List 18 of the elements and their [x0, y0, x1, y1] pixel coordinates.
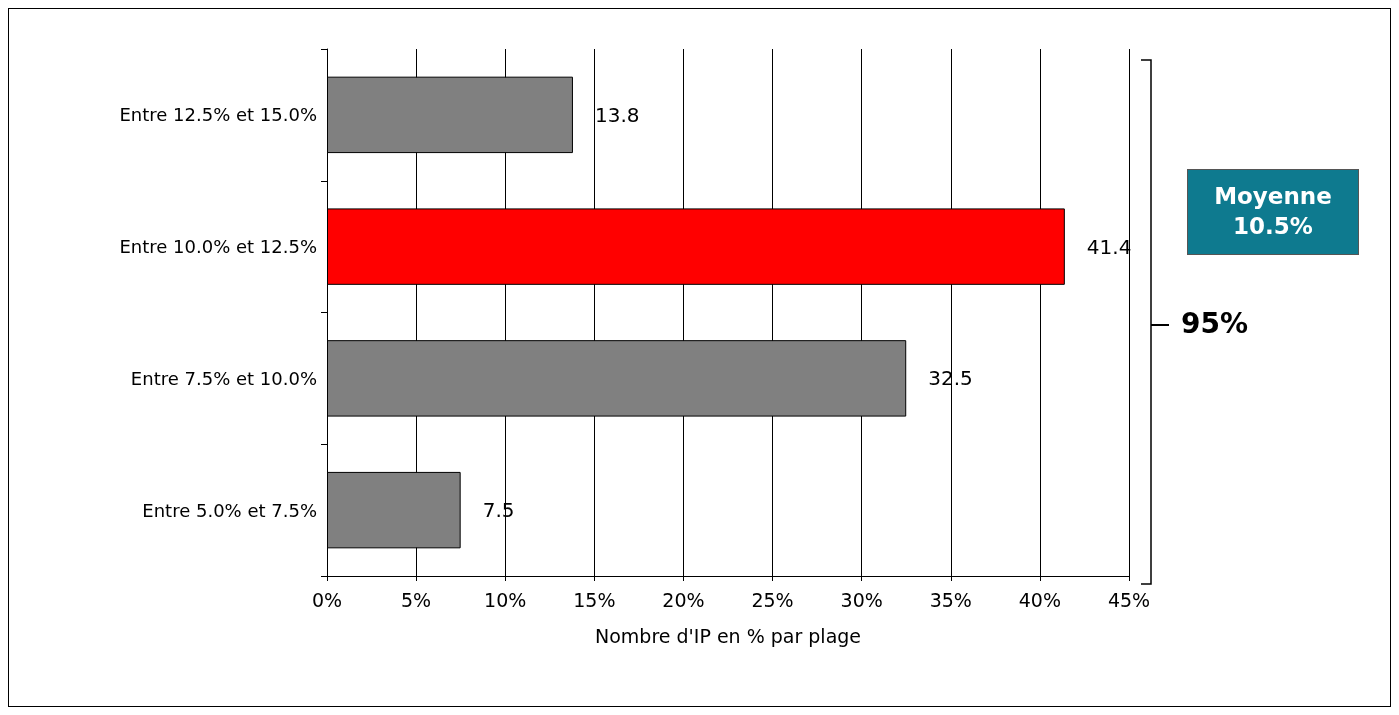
x-tick-label: 10%	[484, 588, 527, 611]
y-tick-label: Entre 5.0% et 7.5%	[142, 499, 317, 521]
x-tick-label: 5%	[401, 588, 432, 611]
x-tick-label: 30%	[840, 588, 883, 611]
x-tick-label: 45%	[1107, 588, 1151, 611]
x-tick-label: 20%	[662, 588, 705, 611]
x-tick-label: 0%	[311, 588, 343, 611]
text: Moyenne 10.5%	[1213, 182, 1333, 241]
text: 95%	[1181, 307, 1249, 340]
x-tick-label: 40%	[1018, 588, 1062, 611]
x-tick-label: 15%	[573, 588, 616, 611]
x-tick-label: 35%	[929, 588, 972, 611]
y-tick-label: Entre 7.5% et 10.0%	[130, 367, 317, 389]
x-axis-title: Nombre d'IP en % par plage	[594, 624, 862, 647]
data-label: 13.8	[594, 102, 640, 127]
y-tick-label: Entre 10.0% et 12.5%	[119, 236, 317, 258]
x-tick-label: 25%	[751, 588, 794, 611]
y-tick-label: Entre 12.5% et 15.0%	[119, 104, 317, 126]
